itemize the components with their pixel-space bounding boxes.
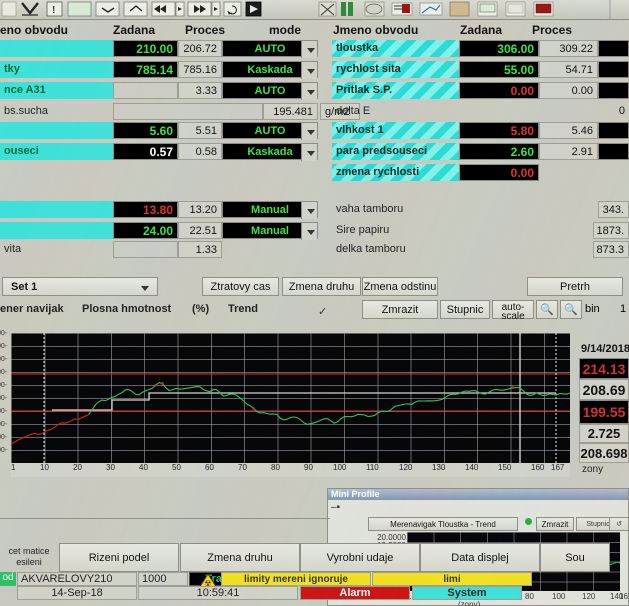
svg-text:!: ! xyxy=(52,5,55,16)
